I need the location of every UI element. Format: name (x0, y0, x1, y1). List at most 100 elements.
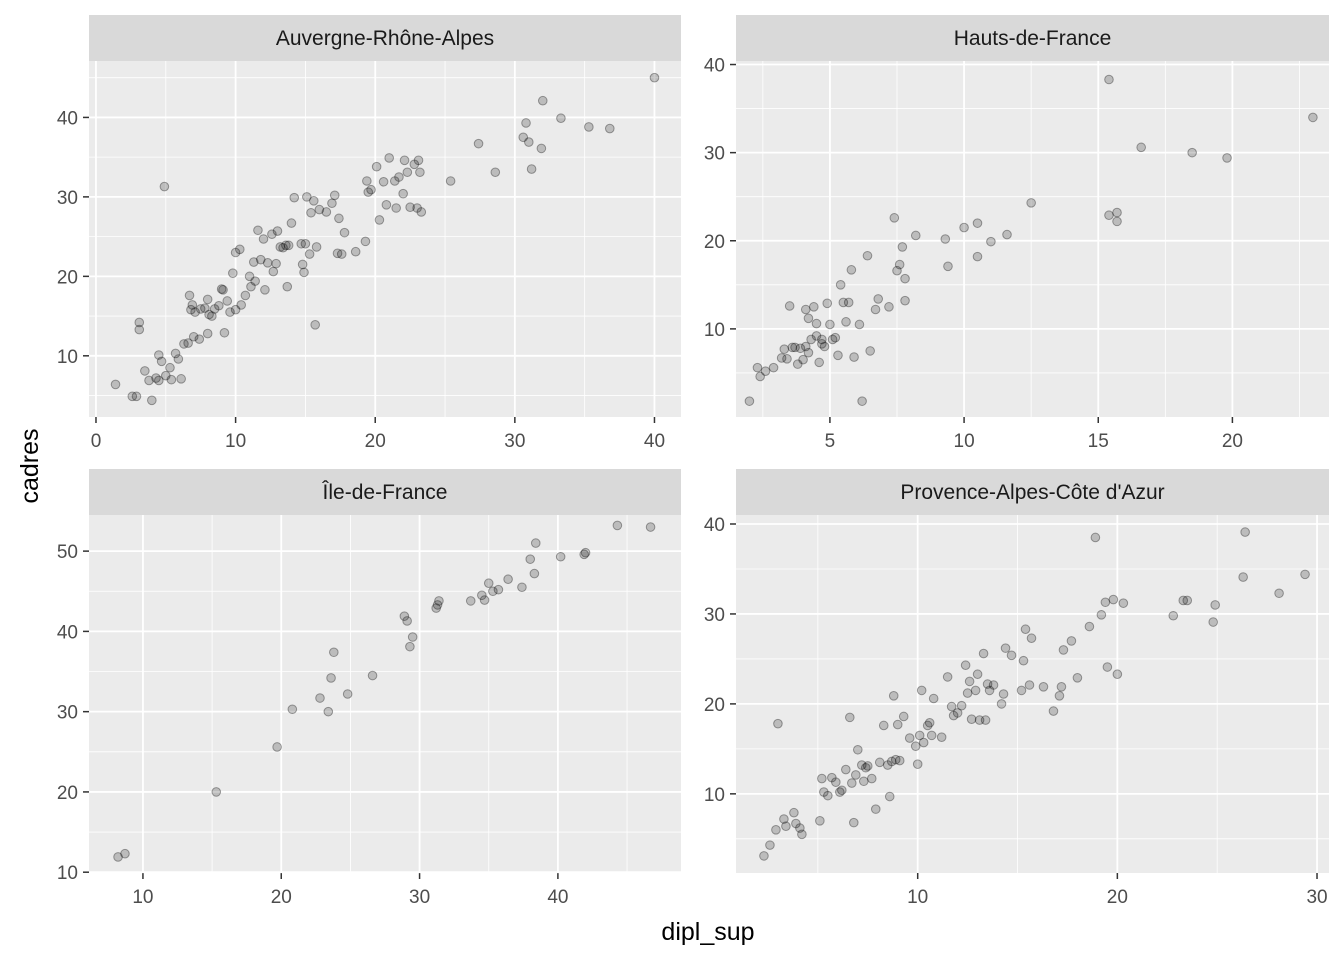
data-point (849, 352, 859, 362)
data-point (1048, 706, 1059, 716)
data-point (894, 259, 905, 270)
data-point (1020, 624, 1031, 635)
data-point (362, 176, 372, 186)
data-point (1072, 673, 1083, 683)
data-point (1187, 147, 1197, 158)
x-tick-label: 10 (132, 887, 153, 908)
data-point (1118, 598, 1129, 608)
data-point (776, 353, 787, 363)
data-point (962, 688, 973, 698)
data-point (465, 596, 476, 606)
data-point (378, 176, 389, 187)
x-tick-label: 10 (954, 431, 975, 452)
data-point (399, 155, 410, 166)
data-point (886, 756, 897, 767)
data-point (817, 334, 827, 345)
data-point (488, 586, 498, 597)
data-point (580, 547, 591, 558)
data-point (912, 759, 923, 769)
data-point (170, 348, 181, 359)
data-point (1182, 595, 1193, 606)
data-point (236, 300, 246, 310)
data-point (434, 596, 444, 606)
data-point (521, 118, 531, 128)
y-tick-label: 40 (57, 622, 78, 643)
data-point (363, 187, 374, 197)
y-tick-label: 10 (704, 785, 725, 806)
data-point (1038, 682, 1049, 692)
data-point (283, 240, 294, 251)
data-point (154, 375, 164, 386)
data-point (258, 234, 269, 244)
data-point (165, 362, 175, 373)
data-point (391, 203, 401, 213)
data-point (858, 776, 869, 787)
data-point (972, 218, 983, 228)
data-point (218, 285, 228, 295)
data-point (120, 848, 130, 859)
data-point (894, 755, 905, 766)
data-point (350, 246, 361, 257)
facet-panel: Provence-Alpes-Côte d'Azur 10 20 30 10 20 30 40 (704, 469, 1329, 908)
data-point (890, 754, 901, 765)
data-point (966, 714, 977, 724)
data-point (166, 374, 177, 385)
data-point (184, 290, 195, 301)
data-point (857, 396, 867, 406)
data-point (253, 225, 263, 236)
data-point (160, 370, 171, 381)
data-point (412, 203, 422, 213)
facet-strip (89, 15, 681, 61)
data-point (978, 648, 989, 659)
facet-strip (89, 469, 681, 515)
data-point (795, 823, 805, 833)
data-point (308, 196, 319, 206)
data-point (399, 611, 410, 621)
data-point (819, 341, 830, 352)
data-point (972, 669, 983, 680)
data-point (1102, 662, 1113, 672)
data-point (342, 689, 353, 699)
data-point (862, 761, 873, 771)
data-point (278, 242, 288, 253)
data-point (190, 307, 200, 317)
data-point (952, 708, 963, 718)
data-point (371, 161, 382, 172)
data-point (321, 207, 332, 217)
data-point (787, 342, 798, 353)
data-point (928, 693, 939, 704)
data-point (910, 230, 921, 241)
data-point (803, 313, 814, 324)
data-point (884, 302, 894, 312)
data-point (768, 362, 779, 373)
data-point (332, 248, 343, 259)
data-point (416, 207, 427, 217)
data-point (260, 285, 270, 295)
data-point (1308, 112, 1318, 123)
data-point (299, 267, 309, 278)
data-point (329, 190, 340, 201)
data-point (473, 138, 484, 149)
data-point (407, 632, 418, 642)
data-point (536, 143, 547, 154)
y-tick-label: 10 (704, 320, 725, 341)
data-point (827, 772, 837, 783)
x-tick-label: 20 (1222, 431, 1243, 452)
data-point (1018, 655, 1029, 666)
facet-title: Île-de-France (322, 481, 448, 504)
data-point (781, 821, 791, 832)
data-point (267, 229, 277, 240)
data-point (1108, 594, 1119, 605)
data-point (806, 334, 816, 345)
data-point (823, 790, 833, 801)
data-point (262, 258, 273, 268)
data-point (402, 167, 413, 178)
data-point (314, 204, 325, 215)
panel-background (736, 61, 1329, 417)
data-point (1054, 690, 1065, 701)
data-point (964, 676, 975, 687)
data-point (1026, 633, 1037, 644)
data-point (211, 787, 222, 797)
data-point (415, 167, 425, 178)
y-tick-label: 50 (57, 542, 78, 563)
